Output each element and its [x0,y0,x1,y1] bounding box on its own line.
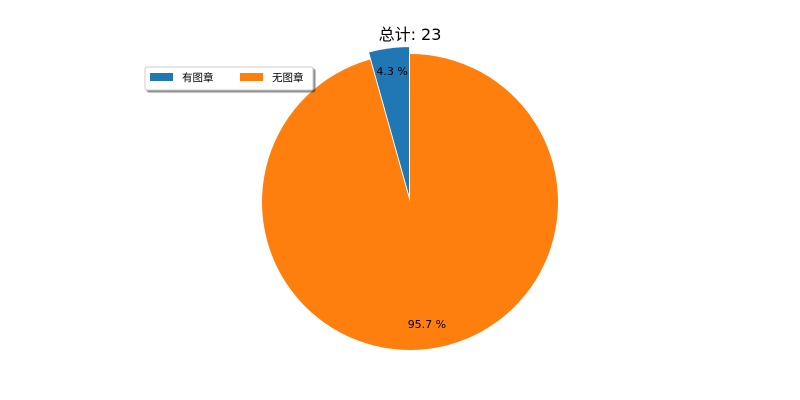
pie-slice-无图章 [262,54,559,350]
legend-label-有图章: 有图章 [182,71,214,84]
legend-entry-有图章: 有图章 [150,71,214,84]
legend-label-无图章: 无图章 [272,71,304,84]
pie-slices [262,47,559,350]
legend: 有图章 无图章 [144,66,314,91]
legend-entry-无图章: 无图章 [240,71,304,84]
pie-slice-labels: 4.3 % 95.7 % [376,65,446,331]
pie-slice-label-有图章: 4.3 % [376,65,407,78]
legend-swatch-有图章 [150,73,173,81]
pie-slice-有图章 [369,47,410,196]
pie-slice-label-无图章: 95.7 % [408,318,446,331]
legend-box [144,66,314,91]
legend-swatch-无图章 [240,73,263,81]
chart-title: 总计: 23 [379,25,442,44]
